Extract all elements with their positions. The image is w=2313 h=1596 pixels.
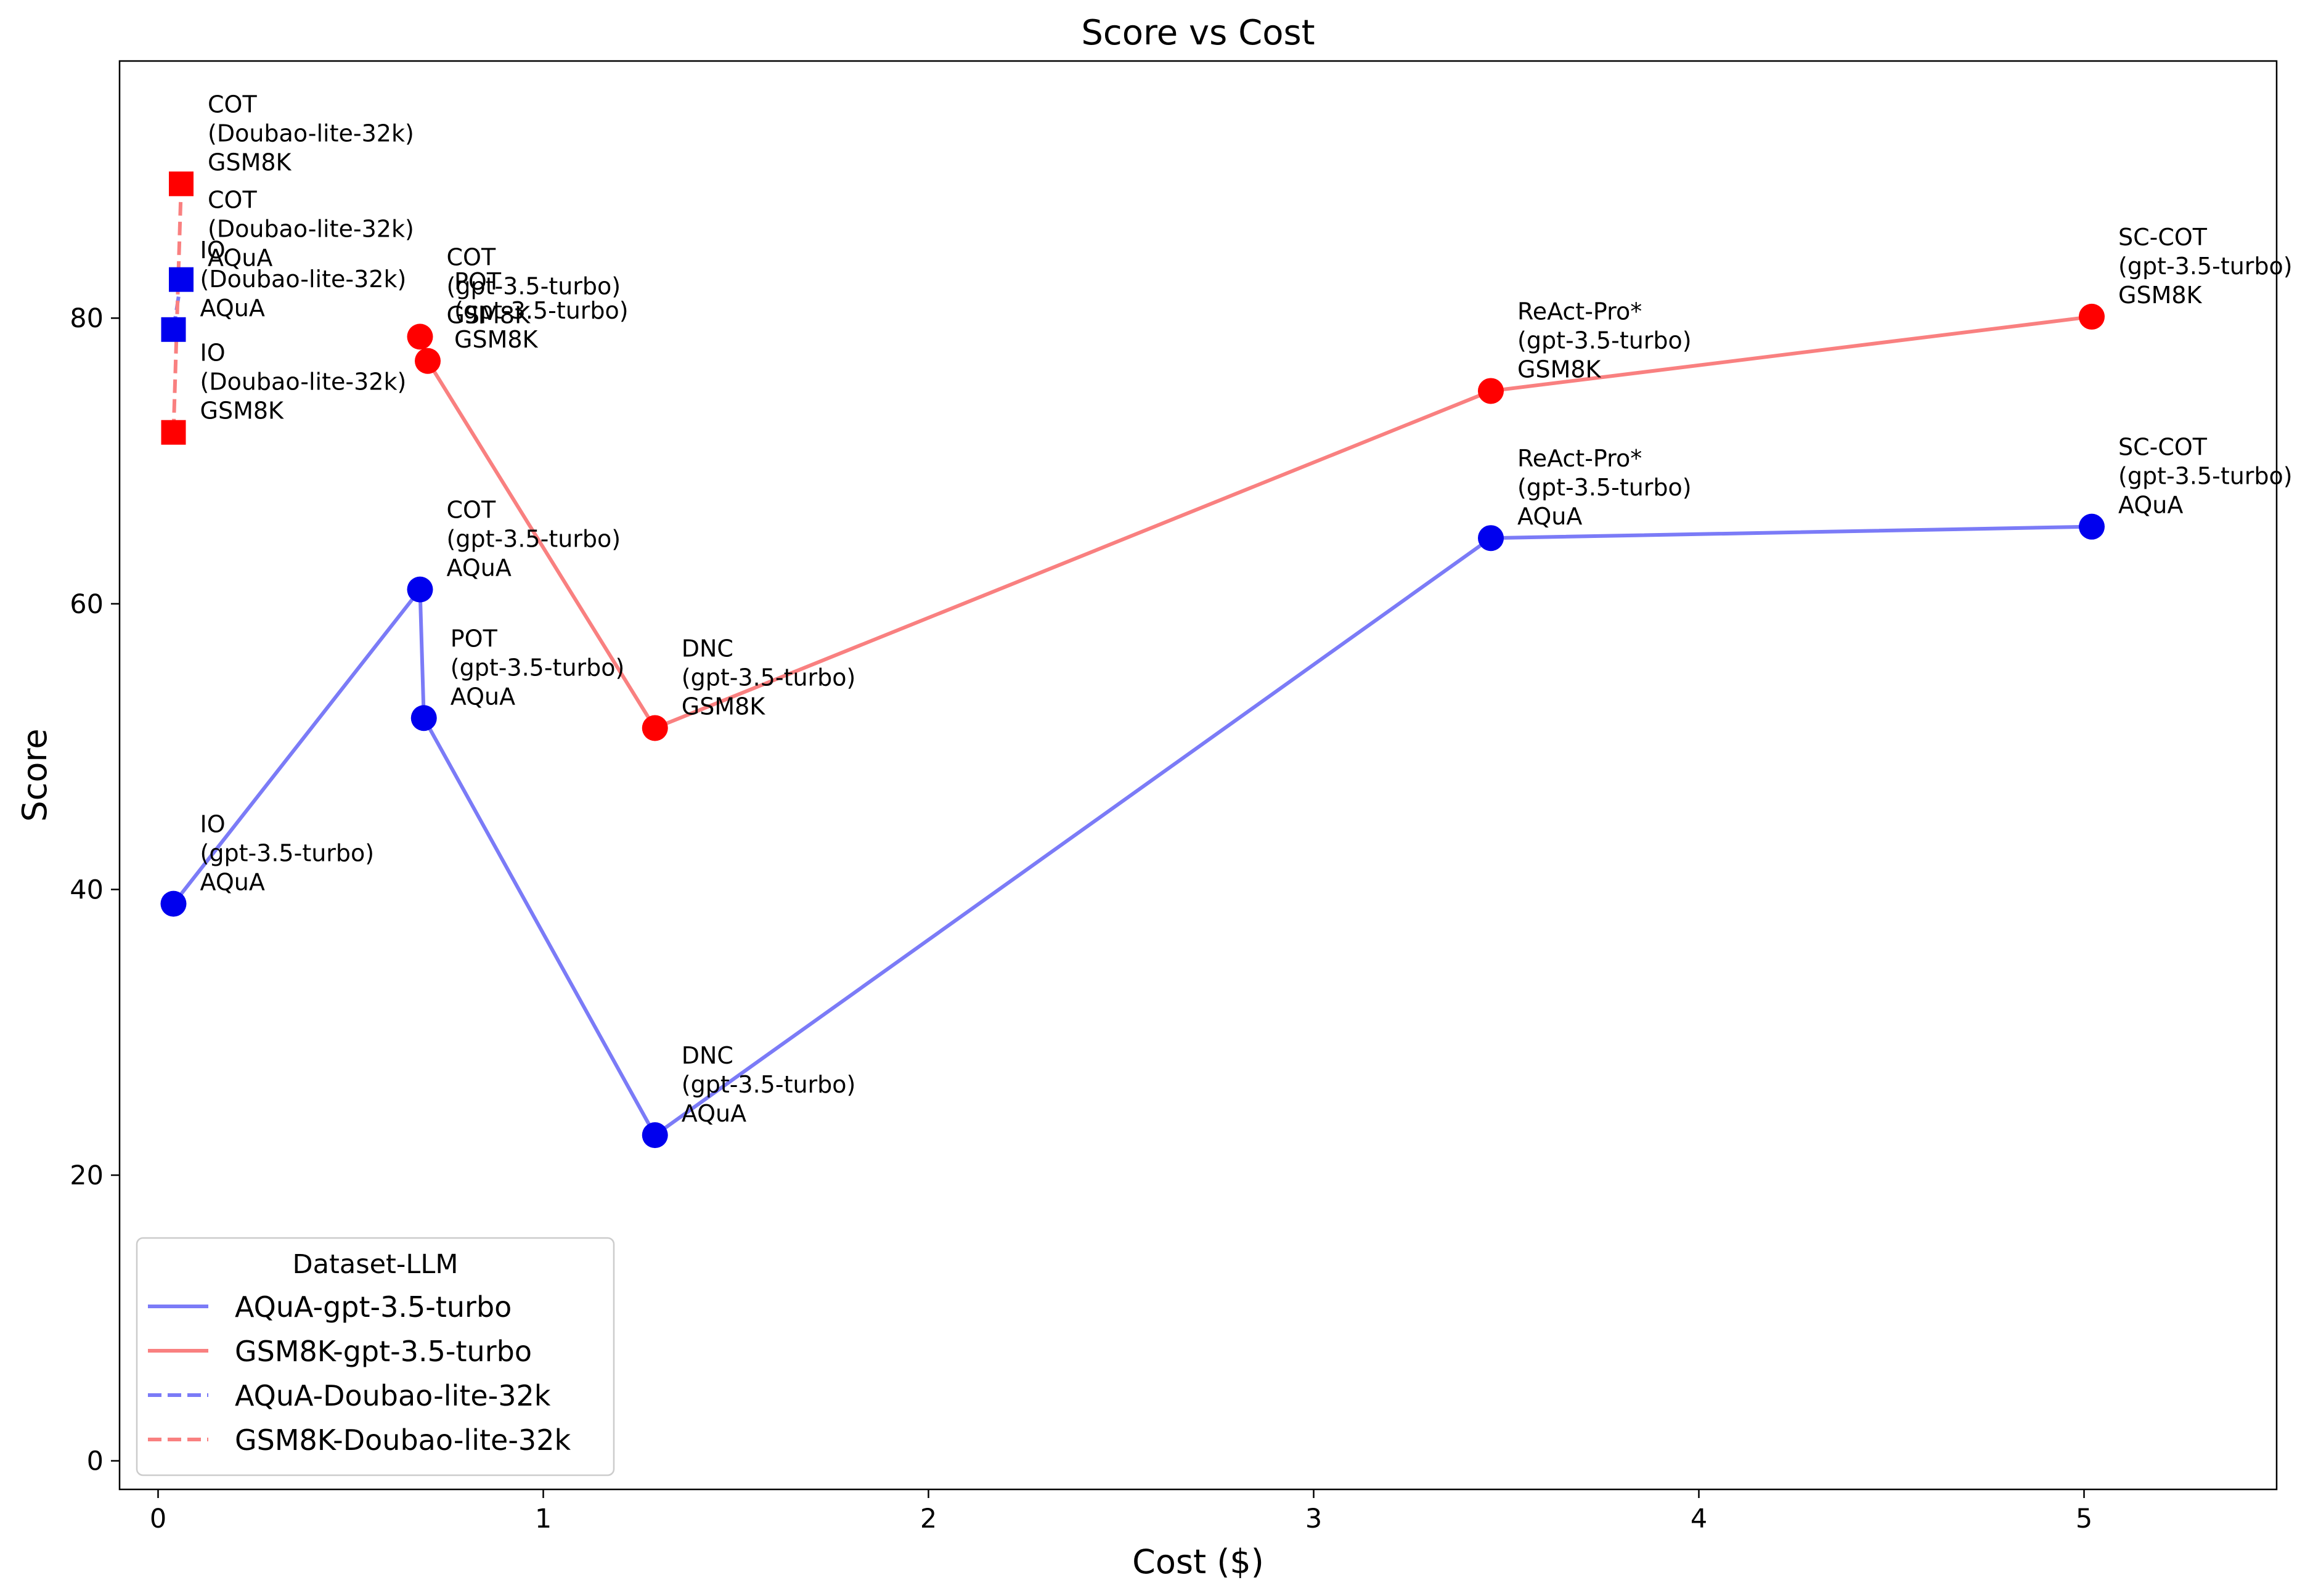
point-annotation-cot-aqua-gpt-3-5-turbo: COT (gpt-3.5-turbo) AQuA	[447, 497, 621, 582]
x-tick-label-3: 3	[1305, 1504, 1322, 1534]
data-point-pot-gsm8k-gpt-3-5-turbo	[415, 348, 441, 374]
point-annotation-dnc-gsm8k-gpt-3-5-turbo: DNC (gpt-3.5-turbo) GSM8K	[682, 635, 856, 720]
point-annotations: IO (gpt-3.5-turbo) AQuA COT (gpt-3.5-turbo) A…	[200, 91, 2293, 1127]
y-tick-label-60: 60	[70, 589, 104, 620]
data-point-dnc-aqua-gpt-3-5-turbo	[642, 1122, 668, 1149]
data-point-io-gsm8k-doubao-lite-32k	[161, 420, 186, 445]
x-tick-label-5: 5	[2076, 1504, 2092, 1534]
chart-title: Score vs Cost	[1081, 13, 1315, 53]
point-annotation-io-aqua-gpt-3-5-turbo: IO (gpt-3.5-turbo) AQuA	[200, 811, 375, 896]
data-point-cot-gsm8k-doubao-lite-32k	[169, 171, 194, 197]
point-annotation-io-gsm8k-doubao-lite-32k: IO (Doubao-lite-32k) GSM8K	[200, 340, 407, 425]
point-annotation-react-pro-aqua-gpt-3-5-turbo: ReAct-Pro* (gpt-3.5-turbo) AQuA	[1517, 445, 1692, 530]
series-line-aqua-gpt-3-5-turbo	[171, 524, 2094, 1138]
x-axis-label: Cost ($)	[1132, 1542, 1264, 1581]
y-tick-label-80: 80	[70, 303, 104, 334]
plot-frame	[118, 60, 2278, 1491]
y-tick-label-40: 40	[70, 874, 104, 905]
point-annotation-cot-aqua-doubao-lite-32k: COT (Doubao-lite-32k) AQuA	[208, 187, 414, 272]
legend-box	[136, 1237, 615, 1476]
point-annotation-pot-aqua-gpt-3-5-turbo: POT (gpt-3.5-turbo) AQuA	[451, 625, 625, 710]
data-point-cot-gsm8k-gpt-3-5-turbo	[407, 324, 433, 350]
x-tick-label-4: 4	[1691, 1504, 1707, 1534]
point-annotation-dnc-aqua-gpt-3-5-turbo: DNC (gpt-3.5-turbo) AQuA	[682, 1042, 856, 1127]
point-annotation-pot-gsm8k-gpt-3-5-turbo: POT (gpt-3.5-turbo) GSM8K	[454, 268, 629, 353]
data-point-sc-cot-gsm8k-gpt-3-5-turbo	[2079, 303, 2105, 330]
y-axis-label: Score	[15, 728, 54, 821]
y-tick-label-20: 20	[70, 1160, 104, 1191]
point-annotation-sc-cot-aqua-gpt-3-5-turbo: SC-COT (gpt-3.5-turbo) AQuA	[2118, 434, 2293, 519]
y-tick-label-0: 0	[87, 1446, 104, 1477]
data-point-dnc-gsm8k-gpt-3-5-turbo	[642, 715, 668, 741]
point-annotation-cot-gsm8k-gpt-3-5-turbo: COT (gpt-3.5-turbo) GSM8K	[447, 243, 621, 328]
point-annotation-sc-cot-gsm8k-gpt-3-5-turbo: SC-COT (gpt-3.5-turbo) GSM8K	[2118, 224, 2293, 309]
point-annotation-io-aqua-doubao-lite-32k: IO (Doubao-lite-32k) AQuA	[200, 237, 407, 322]
x-tick-label-2: 2	[920, 1504, 937, 1534]
point-annotation-react-pro-gsm8k-gpt-3-5-turbo: ReAct-Pro* (gpt-3.5-turbo) GSM8K	[1517, 298, 1692, 383]
x-tick-label-0: 0	[150, 1504, 166, 1534]
legend-label-gsm8k-doubao-lite-32k: GSM8K-Doubao-lite-32k	[235, 1423, 571, 1457]
legend-label-aqua-doubao-lite-32k: AQuA-Doubao-lite-32k	[235, 1379, 551, 1412]
legend-title: Dataset-LLM	[293, 1249, 459, 1280]
point-annotation-cot-gsm8k-doubao-lite-32k: COT (Doubao-lite-32k) GSM8K	[208, 91, 414, 176]
x-tick-label-1: 1	[535, 1504, 552, 1534]
axes: 0 1 2 3 4 5 0 20 40 60 80	[70, 303, 2092, 1534]
data-markers	[160, 171, 2105, 1149]
data-point-io-aqua-gpt-3-5-turbo	[160, 890, 187, 917]
data-point-io-aqua-doubao-lite-32k	[161, 317, 186, 342]
legend: Dataset-LLM AQuA-gpt-3.5-turbo GSM8K-gpt-…	[136, 1237, 615, 1476]
data-point-cot-aqua-gpt-3-5-turbo	[407, 576, 433, 603]
series-line-gsm8k-doubao-lite-32k	[171, 184, 183, 433]
legend-label-aqua-gpt-3-5-turbo: AQuA-gpt-3.5-turbo	[235, 1290, 512, 1324]
data-point-pot-aqua-gpt-3-5-turbo	[410, 705, 437, 731]
data-point-sc-cot-aqua-gpt-3-5-turbo	[2079, 513, 2105, 540]
data-point-react-pro-gsm8k-gpt-3-5-turbo	[1478, 378, 1504, 404]
data-point-react-pro-aqua-gpt-3-5-turbo	[1478, 525, 1504, 552]
data-point-cot-aqua-doubao-lite-32k	[169, 267, 194, 292]
legend-label-gsm8k-gpt-3-5-turbo: GSM8K-gpt-3.5-turbo	[235, 1335, 532, 1368]
